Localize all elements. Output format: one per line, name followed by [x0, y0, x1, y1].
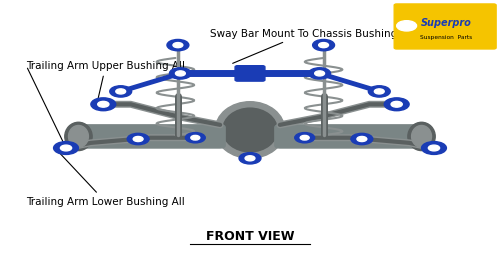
Circle shape [191, 135, 200, 140]
Circle shape [314, 71, 324, 76]
Circle shape [110, 86, 132, 97]
Circle shape [54, 142, 78, 154]
Circle shape [186, 133, 206, 143]
Circle shape [133, 136, 143, 141]
Circle shape [351, 133, 373, 145]
Circle shape [318, 43, 328, 48]
Ellipse shape [215, 102, 285, 158]
Circle shape [173, 43, 183, 48]
Text: Suspension  Parts: Suspension Parts [420, 35, 472, 40]
FancyBboxPatch shape [235, 66, 265, 81]
Text: Superpro: Superpro [421, 18, 472, 28]
Circle shape [91, 98, 116, 111]
Circle shape [312, 40, 334, 51]
Circle shape [170, 68, 192, 79]
Text: Trailing Arm Upper Bushing All: Trailing Arm Upper Bushing All [26, 61, 185, 106]
Ellipse shape [222, 108, 278, 152]
Ellipse shape [65, 122, 92, 151]
Circle shape [167, 40, 189, 51]
Circle shape [391, 101, 402, 107]
Circle shape [239, 153, 261, 164]
Text: Sway Bar Mount To Chassis Bushing: Sway Bar Mount To Chassis Bushing [210, 29, 398, 63]
Circle shape [60, 145, 72, 151]
Circle shape [116, 89, 126, 94]
Circle shape [127, 133, 149, 145]
Ellipse shape [68, 126, 88, 147]
Circle shape [300, 135, 309, 140]
Circle shape [176, 71, 186, 76]
Circle shape [245, 156, 255, 161]
Text: FRONT VIEW: FRONT VIEW [206, 230, 294, 243]
Circle shape [295, 133, 314, 143]
Circle shape [357, 136, 367, 141]
Text: Trailing Arm Lower Bushing All: Trailing Arm Lower Bushing All [26, 154, 185, 207]
Circle shape [368, 86, 390, 97]
FancyBboxPatch shape [275, 125, 419, 148]
Circle shape [308, 68, 330, 79]
FancyBboxPatch shape [81, 125, 225, 148]
FancyBboxPatch shape [394, 4, 496, 49]
Ellipse shape [412, 126, 432, 147]
Circle shape [98, 101, 109, 107]
Circle shape [428, 145, 440, 151]
Circle shape [374, 89, 384, 94]
Circle shape [422, 142, 446, 154]
Ellipse shape [408, 122, 435, 151]
Circle shape [384, 98, 409, 111]
Circle shape [396, 21, 416, 31]
